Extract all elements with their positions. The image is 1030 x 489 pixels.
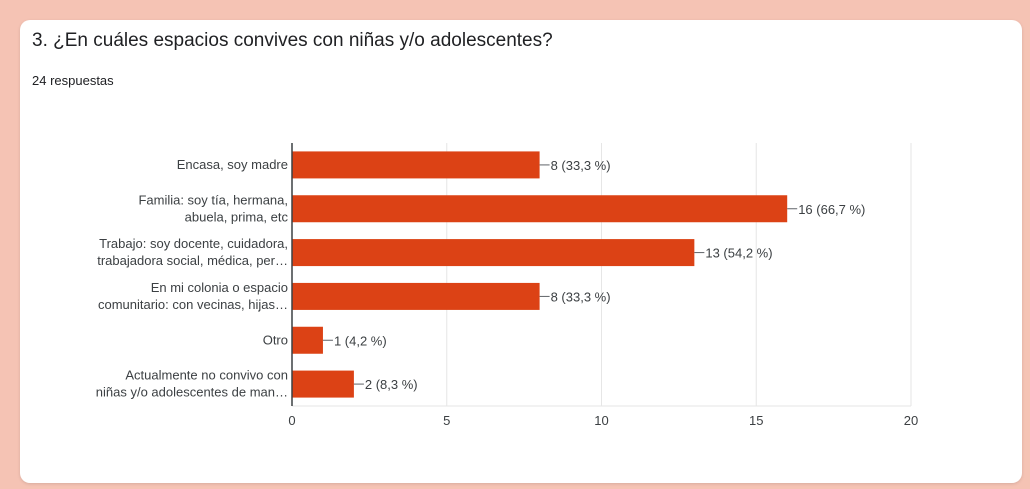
- bar: [292, 326, 323, 354]
- question-title: 3. ¿En cuáles espacios convives con niña…: [32, 30, 553, 51]
- category-label-line: niñas y/o adolescentes de man…: [96, 385, 288, 400]
- category-label: Encasa, soy madre: [177, 157, 288, 172]
- category-label-line: Trabajo: soy docente, cuidadora,: [99, 236, 288, 251]
- category-label: Actualmente no convivo con niñas y/o adol…: [96, 368, 288, 400]
- category-label-line: abuela, prima, etc: [185, 209, 289, 224]
- data-label: 2 (8,3 %): [365, 377, 418, 392]
- category-label-line: Encasa, soy madre: [177, 157, 288, 172]
- bar: [292, 239, 695, 267]
- category-label: Otro: [263, 332, 288, 347]
- x-tick-label: 15: [749, 413, 763, 428]
- category-label-line: trabajadora social, médica, per…: [97, 253, 288, 268]
- response-count: 24 respuestas: [32, 73, 114, 88]
- bar: [292, 151, 540, 179]
- data-label: 8 (33,3 %): [551, 289, 611, 304]
- bar: [292, 282, 540, 310]
- grid-lines: [292, 143, 912, 407]
- x-tick-label: 20: [904, 413, 918, 428]
- bars: [292, 151, 788, 398]
- bar: [292, 370, 354, 398]
- x-tick-label: 5: [443, 413, 450, 428]
- category-label: Familia: soy tía, hermana, abuela, prima,…: [138, 192, 288, 224]
- x-tick-label: 10: [594, 413, 608, 428]
- category-label: Trabajo: soy docente, cuidadora, trabajad…: [97, 236, 288, 268]
- category-label-line: Familia: soy tía, hermana,: [138, 192, 288, 207]
- data-label: 13 (54,2 %): [705, 246, 772, 261]
- x-tick-label: 0: [288, 413, 295, 428]
- data-label: 16 (66,7 %): [798, 202, 865, 217]
- category-label: En mi colonia o espacio comunitario: con …: [98, 280, 288, 312]
- bar: [292, 195, 788, 223]
- data-label: 1 (4,2 %): [334, 333, 387, 348]
- labels: 0 5 10 15 20 Encasa, soy madre 8 (33,3 %) Famil…: [96, 157, 918, 428]
- category-label-line: Actualmente no convivo con: [125, 368, 288, 383]
- category-label-line: Otro: [263, 332, 288, 347]
- category-label-line: comunitario: con vecinas, hijas…: [98, 297, 288, 312]
- category-label-line: En mi colonia o espacio: [151, 280, 288, 295]
- data-label: 8 (33,3 %): [551, 158, 611, 173]
